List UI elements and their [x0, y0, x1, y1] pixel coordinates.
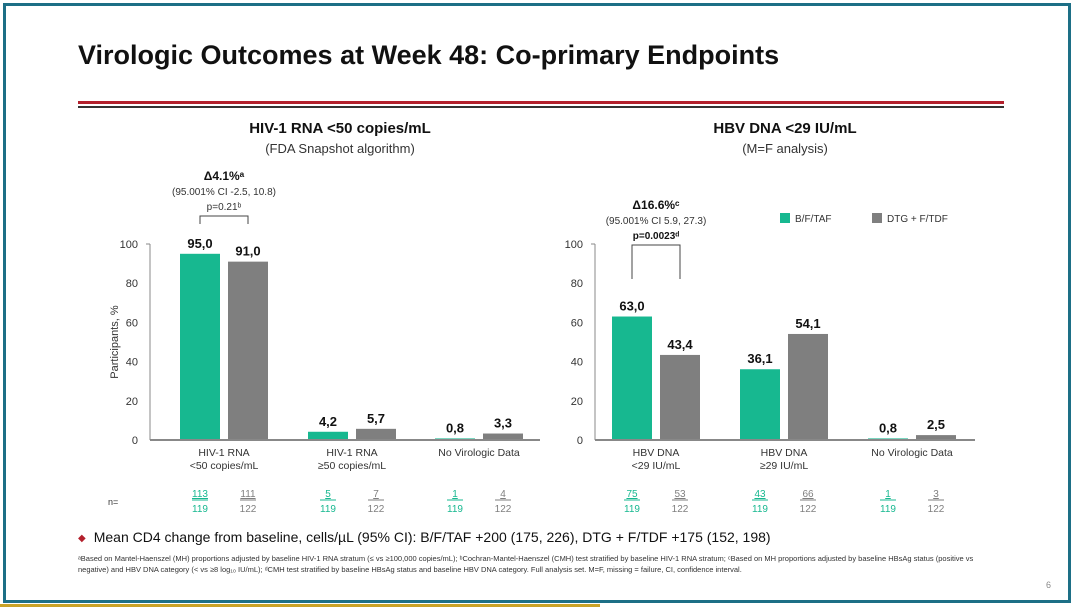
title-rule-dark: [78, 106, 1004, 108]
data-label: 5,7: [367, 411, 385, 426]
data-label: 0,8: [446, 420, 464, 435]
x-tick-label: <50 copies/mL: [190, 460, 259, 472]
n-count: 75: [626, 489, 638, 500]
n-total: 119: [447, 504, 463, 515]
legend-label: DTG + F/TDF: [887, 214, 948, 225]
data-label: 43,4: [667, 337, 693, 352]
n-count: 53: [674, 489, 686, 500]
bullet-diamond-icon: ◆: [78, 532, 86, 544]
x-tick-label: No Virologic Data: [438, 447, 520, 459]
y-tick-label: 0: [577, 435, 583, 447]
right-chart-subtitle: (M=F analysis): [742, 141, 828, 156]
n-count: 5: [325, 489, 331, 500]
n-count: 1: [885, 489, 891, 500]
footnote: ᵃBased on Mantel-Haenszel (MH) proportio…: [78, 554, 974, 574]
y-tick-label: 60: [126, 317, 138, 329]
n-total: 122: [368, 504, 385, 515]
y-tick-label: 80: [571, 278, 583, 290]
x-tick-label: No Virologic Data: [871, 447, 953, 459]
ci-annotation: (95.001% CI 5.9, 27.3): [606, 216, 707, 227]
p-value-annotation: p=0.21ᵇ: [207, 202, 242, 213]
n-total: 119: [192, 504, 208, 515]
bar-dtg: [660, 354, 700, 440]
n-label: n=: [108, 497, 118, 507]
bar-dtg: [483, 433, 523, 440]
x-tick-label: HBV DNA: [761, 447, 808, 459]
data-label: 63,0: [619, 299, 644, 314]
cd4-note: ◆ Mean CD4 change from baseline, cells/µL…: [78, 529, 771, 545]
x-tick-label: ≥50 copies/mL: [318, 460, 386, 472]
bar-bftaf: [308, 431, 348, 440]
n-total: 119: [880, 504, 896, 515]
right-chart-title: HBV DNA <29 IU/mL: [713, 120, 857, 137]
y-axis-label: Participants, %: [109, 305, 121, 379]
y-tick-label: 0: [132, 435, 138, 447]
n-total: 119: [752, 504, 768, 515]
data-label: 54,1: [795, 316, 820, 331]
cd4-note-text: Mean CD4 change from baseline, cells/µL …: [93, 529, 771, 545]
n-total: 119: [320, 504, 336, 515]
y-tick-label: 80: [126, 278, 138, 290]
n-total: 122: [495, 504, 512, 515]
slide-title: Virologic Outcomes at Week 48: Co-primar…: [78, 40, 780, 70]
bar-bftaf: [612, 316, 652, 440]
bar-dtg: [788, 333, 828, 440]
bar-bftaf: [180, 253, 220, 440]
data-label: 91,0: [235, 244, 260, 259]
progress-line: [0, 604, 600, 607]
n-count: 66: [802, 489, 814, 500]
n-total: 122: [240, 504, 257, 515]
left-chart-title: HIV-1 RNA <50 copies/mL: [249, 120, 431, 137]
data-label: 0,8: [879, 420, 897, 435]
x-tick-label: HIV-1 RNA: [198, 447, 249, 459]
legend-swatch-bftaf: [780, 213, 790, 223]
n-count: 7: [373, 489, 379, 500]
y-tick-label: 40: [571, 357, 583, 369]
y-tick-label: 100: [565, 239, 583, 251]
n-total: 119: [624, 504, 640, 515]
data-label: 36,1: [747, 351, 772, 366]
x-tick-label: HIV-1 RNA: [326, 447, 377, 459]
data-label: 95,0: [187, 236, 212, 251]
significance-bracket: [631, 244, 681, 279]
x-tick-label: ≥29 IU/mL: [760, 460, 809, 472]
ci-annotation: (95.001% CI -2.5, 10.8): [172, 187, 276, 198]
n-count: 113: [192, 489, 208, 500]
n-count: 111: [240, 489, 256, 500]
data-label: 4,2: [319, 414, 337, 429]
x-tick-label: HBV DNA: [633, 447, 680, 459]
slide-frame: [3, 3, 1071, 603]
legend-swatch-dtg: [872, 213, 882, 223]
n-count: 3: [933, 489, 939, 500]
bar-bftaf: [740, 369, 780, 440]
significance-bracket: [199, 215, 249, 224]
page-number: 6: [1046, 580, 1052, 590]
bar-dtg: [228, 261, 268, 440]
y-tick-label: 60: [571, 317, 583, 329]
p-value-annotation: p=0.0023ᵈ: [633, 231, 680, 242]
left-chart-subtitle: (FDA Snapshot algorithm): [265, 141, 415, 156]
y-tick-label: 20: [126, 396, 138, 408]
y-tick-label: 100: [120, 239, 138, 251]
data-label: 2,5: [927, 417, 945, 432]
bar-dtg: [356, 428, 396, 440]
n-count: 43: [754, 489, 766, 500]
x-tick-label: <29 IU/mL: [632, 460, 681, 472]
y-tick-label: 40: [126, 357, 138, 369]
n-total: 122: [672, 504, 689, 515]
y-tick-label: 20: [571, 396, 583, 408]
data-label: 3,3: [494, 416, 512, 431]
title-rule-red: [78, 101, 1004, 104]
delta-annotation: Δ4.1%ᵃ: [204, 169, 245, 183]
n-count: 1: [452, 489, 458, 500]
n-total: 122: [928, 504, 945, 515]
bar-dtg: [916, 435, 956, 440]
legend-label: B/F/TAF: [795, 214, 831, 225]
delta-annotation: Δ16.6%ᶜ: [632, 198, 680, 212]
n-total: 122: [800, 504, 817, 515]
n-count: 4: [500, 489, 506, 500]
